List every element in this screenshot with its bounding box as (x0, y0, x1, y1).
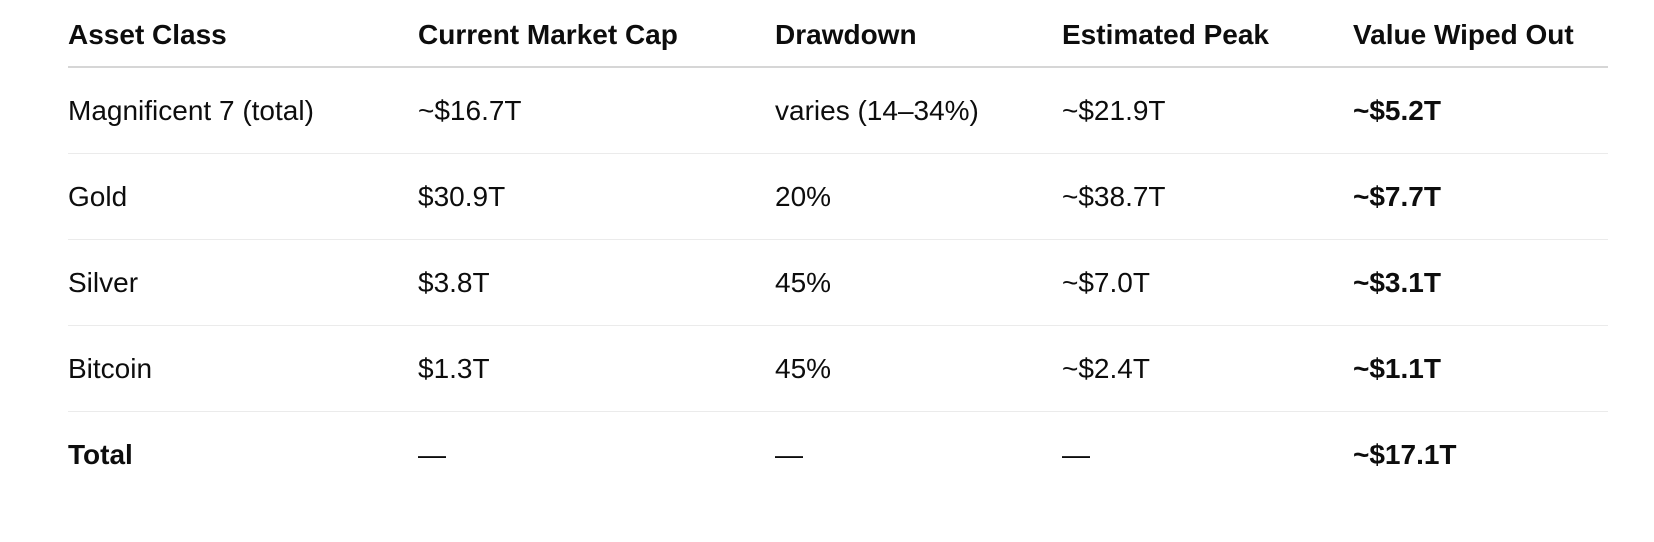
cell-drawdown: — (775, 438, 803, 470)
cell-value-wiped-out: ~$17.1T (1353, 438, 1457, 470)
col-header-estimated-peak: Estimated Peak (1062, 2, 1353, 68)
col-header-asset-class: Asset Class (68, 2, 418, 68)
cell-value-wiped-out: ~$1.1T (1353, 325, 1608, 412)
cell-drawdown: 45% (775, 239, 1062, 326)
cell-current-market-cap: $30.9T (418, 153, 775, 240)
table-row-silver: Silver $3.8T 45% ~$7.0T ~$3.1T (68, 239, 1608, 326)
cell-estimated-peak: ~$21.9T (1062, 67, 1353, 154)
cell-value-wiped-out: ~$3.1T (1353, 239, 1608, 326)
cell-estimated-peak: — (1062, 438, 1090, 470)
cell-asset-class: Gold (68, 153, 418, 240)
col-header-current-market-cap: Current Market Cap (418, 2, 775, 68)
table-row-total: Total — — — ~$17.1T (68, 412, 1608, 498)
col-header-value-wiped-out: Value Wiped Out (1353, 2, 1608, 68)
table-row-magnificent-7: Magnificent 7 (total) ~$16.7T varies (14… (68, 67, 1608, 154)
cell-drawdown: 20% (775, 153, 1062, 240)
asset-drawdown-table: Asset Class Current Market Cap Drawdown … (68, 2, 1608, 497)
header-row: Asset Class Current Market Cap Drawdown … (68, 2, 1608, 68)
cell-value-wiped-out: ~$5.2T (1353, 67, 1608, 154)
cell-drawdown: 45% (775, 325, 1062, 412)
cell-estimated-peak: ~$38.7T (1062, 153, 1353, 240)
table-row-bitcoin: Bitcoin $1.3T 45% ~$2.4T ~$1.1T (68, 325, 1608, 412)
cell-asset-class: Silver (68, 239, 418, 326)
cell-current-market-cap: $1.3T (418, 325, 775, 412)
cell-estimated-peak: ~$2.4T (1062, 325, 1353, 412)
cell-value-wiped-out: ~$7.7T (1353, 153, 1608, 240)
cell-current-market-cap: ~$16.7T (418, 67, 775, 154)
cell-current-market-cap: $3.8T (418, 239, 775, 326)
cell-estimated-peak: ~$7.0T (1062, 239, 1353, 326)
col-header-drawdown: Drawdown (775, 2, 1062, 68)
cell-drawdown: varies (14–34%) (775, 67, 1062, 154)
cell-asset-class: Bitcoin (68, 325, 418, 412)
cell-asset-class: Magnificent 7 (total) (68, 67, 418, 154)
cell-current-market-cap: — (418, 438, 446, 470)
table-row-gold: Gold $30.9T 20% ~$38.7T ~$7.7T (68, 153, 1608, 240)
cell-asset-class: Total (68, 438, 133, 470)
